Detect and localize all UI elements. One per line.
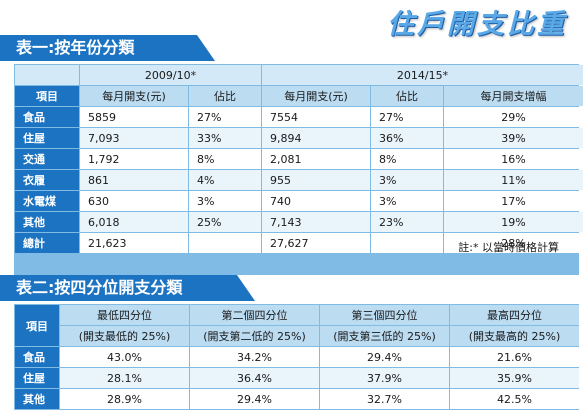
column-header: 每月開支(元) bbox=[262, 86, 370, 106]
table-cell: 21.6% bbox=[450, 347, 579, 367]
row-label: 其他 bbox=[15, 389, 59, 409]
table-cell: 16% bbox=[444, 149, 583, 169]
column-subheader: (開支第二低的 25%) bbox=[190, 326, 319, 346]
table-cell: 36% bbox=[371, 128, 443, 148]
row-label: 交通 bbox=[15, 149, 79, 169]
row-label: 住屋 bbox=[15, 368, 59, 388]
table-cell: 27% bbox=[371, 107, 443, 127]
table-cell: 17% bbox=[444, 191, 583, 211]
table-cell: 8% bbox=[371, 149, 443, 169]
column-header: 第二個四分位 bbox=[190, 305, 319, 325]
table-cell: 4% bbox=[189, 170, 261, 190]
table-cell: 740 bbox=[262, 191, 370, 211]
column-subheader: (開支最高的 25%) bbox=[450, 326, 579, 346]
column-header: 每月開支增幅 bbox=[444, 86, 583, 106]
column-header: 項目 bbox=[15, 86, 79, 106]
table-cell: 955 bbox=[262, 170, 370, 190]
table-cell: 23% bbox=[371, 212, 443, 232]
table-cell: 25% bbox=[189, 212, 261, 232]
column-header: 最低四分位 bbox=[60, 305, 189, 325]
table-cell: 7,143 bbox=[262, 212, 370, 232]
column-subheader: (開支第三低的 25%) bbox=[320, 326, 449, 346]
table-cell: 34.2% bbox=[190, 347, 319, 367]
row-label: 總計 bbox=[15, 233, 79, 253]
table-cell: 3% bbox=[189, 191, 261, 211]
table-cell: 3% bbox=[371, 191, 443, 211]
table-cell: 36.4% bbox=[190, 368, 319, 388]
table-cell: 1,792 bbox=[80, 149, 188, 169]
table-cell: 5859 bbox=[80, 107, 188, 127]
table-cell: 43.0% bbox=[60, 347, 189, 367]
table-cell: 19% bbox=[444, 212, 583, 232]
row-label: 食品 bbox=[15, 107, 79, 127]
row-label: 其他 bbox=[15, 212, 79, 232]
row-label: 衣履 bbox=[15, 170, 79, 190]
table-cell: 3% bbox=[371, 170, 443, 190]
table-cell: 8% bbox=[189, 149, 261, 169]
table-cell: 29.4% bbox=[190, 389, 319, 409]
table1-heading: 表一:按年份分類 bbox=[0, 35, 215, 61]
table2-heading: 表二:按四分位開支分類 bbox=[0, 275, 255, 301]
table-cell: 29.4% bbox=[320, 347, 449, 367]
column-header: 項目 bbox=[15, 305, 59, 346]
table-cell: 35.9% bbox=[450, 368, 579, 388]
table-cell: 2,081 bbox=[262, 149, 370, 169]
table-cell: 39% bbox=[444, 128, 583, 148]
column-header: 第三個四分位 bbox=[320, 305, 449, 325]
column-subheader: (開支最低的 25%) bbox=[60, 326, 189, 346]
row-label: 住屋 bbox=[15, 128, 79, 148]
table-cell: 7554 bbox=[262, 107, 370, 127]
table-cell: 11% bbox=[444, 170, 583, 190]
row-label: 食品 bbox=[15, 347, 59, 367]
table-cell: 28.1% bbox=[60, 368, 189, 388]
table-cell: 630 bbox=[80, 191, 188, 211]
table-cell bbox=[371, 233, 443, 253]
column-header: 佔比 bbox=[371, 86, 443, 106]
table-cell: 32.7% bbox=[320, 389, 449, 409]
column-header: 最高四分位 bbox=[450, 305, 579, 325]
table-cell: 9,894 bbox=[262, 128, 370, 148]
table-cell: 37.9% bbox=[320, 368, 449, 388]
table-cell: 42.5% bbox=[450, 389, 579, 409]
table1-corner bbox=[15, 65, 79, 85]
table-cell: 21,623 bbox=[80, 233, 188, 253]
period-header-2014: 2014/15* bbox=[262, 65, 583, 85]
table-cell: 861 bbox=[80, 170, 188, 190]
table-cell: 28.9% bbox=[60, 389, 189, 409]
table-cell: 33% bbox=[189, 128, 261, 148]
table1-footnote: 註:* 以當時價格計算 bbox=[458, 239, 559, 255]
table-cell: 6,018 bbox=[80, 212, 188, 232]
table-cell: 7,093 bbox=[80, 128, 188, 148]
period-header-2009: 2009/10* bbox=[80, 65, 261, 85]
table-cell: 27,627 bbox=[262, 233, 370, 253]
page-title: 住戶開支比重 bbox=[387, 2, 567, 41]
table2-by-quartile: 項目 最低四分位 第二個四分位 第三個四分位 最高四分位 (開支最低的 25%)… bbox=[14, 304, 579, 410]
table-cell bbox=[189, 233, 261, 253]
column-header: 每月開支(元) bbox=[80, 86, 188, 106]
table-cell: 27% bbox=[189, 107, 261, 127]
table-cell: 29% bbox=[444, 107, 583, 127]
row-label: 水電煤 bbox=[15, 191, 79, 211]
column-header: 佔比 bbox=[189, 86, 261, 106]
